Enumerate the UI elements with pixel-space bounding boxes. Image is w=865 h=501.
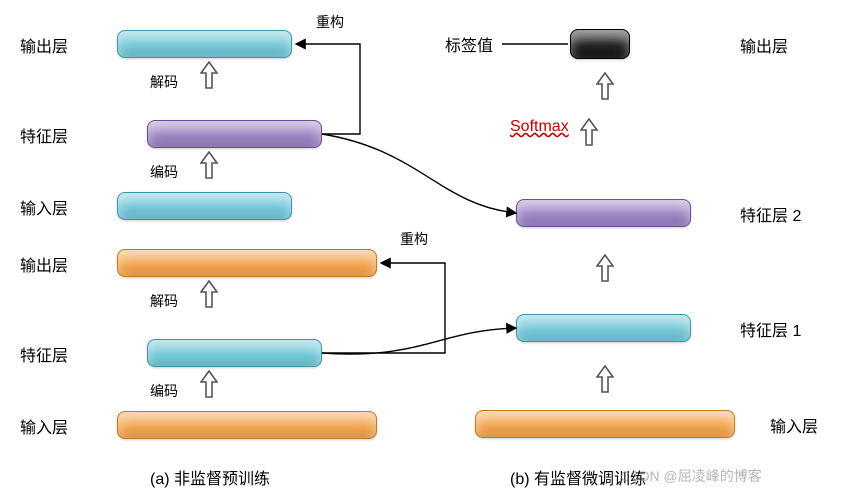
watermark: CSDN @屈凌峰的博客 xyxy=(620,466,762,486)
node-r-black xyxy=(570,29,630,59)
label-feat-top: 特征层 xyxy=(20,123,68,147)
softmax-label: Softmax xyxy=(510,118,569,136)
label-feat-bot: 特征层 xyxy=(20,342,68,366)
node-l-in1 xyxy=(117,192,292,220)
up-arrow-icon xyxy=(200,280,218,308)
annot-recon2: 重构 xyxy=(400,229,428,249)
node-l-feat1 xyxy=(147,120,322,148)
up-arrow-icon xyxy=(596,365,614,393)
label-in-bot: 输入层 xyxy=(20,414,68,438)
caption-a: (a) 非监督预训练 xyxy=(150,465,270,489)
annot-decode1: 解码 xyxy=(150,72,178,92)
up-arrow-icon xyxy=(200,61,218,89)
annot-encode1: 编码 xyxy=(150,162,178,182)
node-l-out1 xyxy=(117,30,292,58)
up-arrow-icon xyxy=(200,370,218,398)
node-l-in2 xyxy=(117,411,377,439)
label-out-top: 输出层 xyxy=(20,33,68,57)
node-l-feat2 xyxy=(147,339,322,367)
label-r-feat2: 特征层 2 xyxy=(740,202,801,226)
label-out-mid: 输出层 xyxy=(20,252,68,276)
node-r-in xyxy=(475,410,735,438)
annot-decode2: 解码 xyxy=(150,291,178,311)
annot-recon1: 重构 xyxy=(316,12,344,32)
node-r-feat1 xyxy=(516,314,691,342)
node-r-feat2 xyxy=(516,199,691,227)
label-r-in: 输入层 xyxy=(770,413,818,437)
label-in-mid: 输入层 xyxy=(20,195,68,219)
up-arrow-icon xyxy=(596,254,614,282)
up-arrow-icon xyxy=(596,72,614,100)
node-l-out2 xyxy=(117,249,377,277)
annot-encode2: 编码 xyxy=(150,381,178,401)
label-r-feat1: 特征层 1 xyxy=(740,317,801,341)
up-arrow-icon xyxy=(580,118,598,146)
label-r-out: 输出层 xyxy=(740,33,788,57)
label-tag: 标签值 xyxy=(445,32,493,56)
up-arrow-icon xyxy=(200,151,218,179)
